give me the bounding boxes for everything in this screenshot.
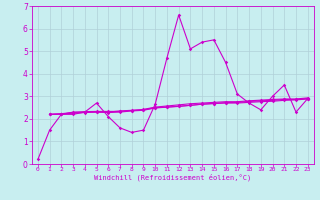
X-axis label: Windchill (Refroidissement éolien,°C): Windchill (Refroidissement éolien,°C) (94, 174, 252, 181)
